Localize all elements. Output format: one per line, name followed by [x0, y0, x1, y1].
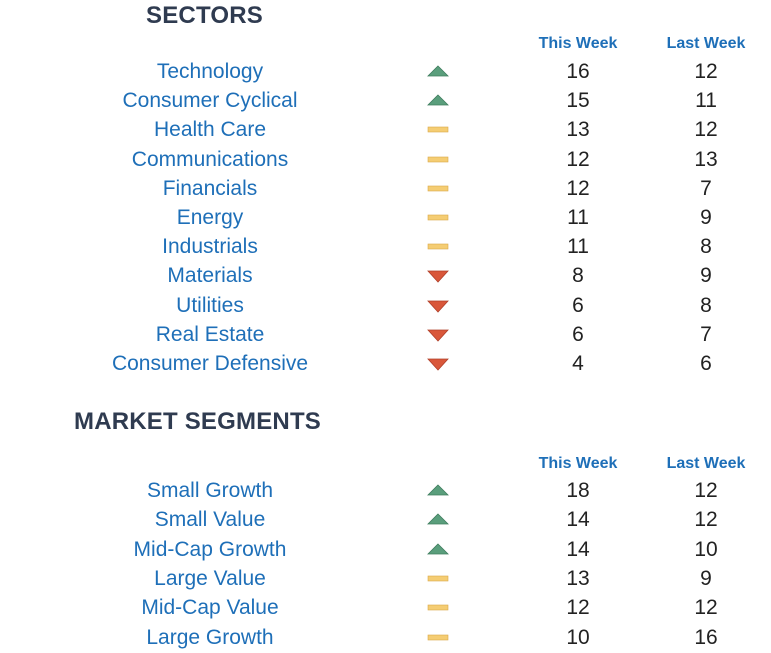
segments-this-week-header: This Week — [538, 455, 618, 472]
trend-up-icon — [427, 543, 449, 554]
trend-flat-icon — [427, 243, 449, 250]
table-row: Small Growth 18 12 — [0, 476, 771, 505]
last-week-value: 6 — [700, 352, 712, 375]
this-week-value: 18 — [566, 479, 590, 502]
row-name: Health Care — [153, 118, 267, 142]
trend-flat-icon — [427, 156, 449, 162]
this-week-value: 6 — [572, 322, 584, 346]
last-week-value: 7 — [700, 176, 712, 200]
trend-down-icon — [427, 270, 449, 283]
this-week-value: 13 — [566, 118, 590, 142]
row-name: Large Growth — [146, 625, 274, 649]
this-week-value: 16 — [566, 60, 590, 83]
row-name: Energy — [176, 206, 244, 229]
last-week-value: 9 — [700, 566, 712, 590]
last-week-value: 7 — [700, 322, 712, 346]
table-row: Industrials 11 8 — [0, 232, 771, 261]
table-row: Utilities 6 8 — [0, 291, 771, 320]
sectors-title: SECTORS — [146, 2, 263, 29]
sectors-this-week-header: This Week — [538, 35, 618, 52]
last-week-value: 12 — [694, 60, 718, 83]
table-row: Mid-Cap Growth 14 10 — [0, 535, 771, 564]
trend-flat-icon — [427, 185, 449, 192]
row-name: Financials — [162, 176, 258, 200]
table-row: Mid-Cap Value 12 12 — [0, 593, 771, 622]
last-week-value: 11 — [695, 89, 717, 113]
row-name: Communications — [131, 147, 289, 171]
trend-down-icon — [427, 358, 449, 371]
trend-flat-icon — [427, 604, 449, 611]
table-row: Real Estate 6 7 — [0, 320, 771, 349]
trend-flat-icon — [427, 634, 449, 640]
this-week-value: 14 — [566, 537, 590, 561]
trend-up-icon — [427, 513, 449, 525]
this-week-value: 11 — [567, 206, 589, 229]
last-week-value: 12 — [694, 508, 718, 532]
row-name: Small Growth — [146, 479, 274, 502]
last-week-value: 8 — [700, 293, 712, 317]
row-name: Consumer Cyclical — [122, 89, 298, 113]
this-week-value: 12 — [566, 147, 590, 171]
this-week-value: 12 — [566, 176, 590, 200]
this-week-value: 12 — [566, 596, 590, 620]
table-row: Materials 8 9 — [0, 261, 771, 290]
trend-down-icon — [427, 329, 449, 342]
table-row: Technology 16 12 — [0, 57, 771, 86]
table-row: Energy 11 9 — [0, 203, 771, 232]
trend-flat-icon — [427, 214, 449, 221]
table-row: Health Care 13 12 — [0, 115, 771, 144]
last-week-value: 13 — [694, 147, 718, 171]
this-week-value: 14 — [566, 508, 590, 532]
row-name: Utilities — [176, 293, 244, 317]
row-name: Technology — [156, 60, 264, 83]
row-name: Mid-Cap Growth — [133, 537, 287, 561]
last-week-value: 12 — [694, 596, 718, 620]
last-week-value: 8 — [700, 235, 712, 259]
row-name: Mid-Cap Value — [141, 596, 279, 620]
table-row: Large Value 13 9 — [0, 564, 771, 593]
table-row: Large Growth 10 16 — [0, 623, 771, 652]
trend-up-icon — [427, 484, 449, 496]
this-week-value: 4 — [572, 352, 584, 375]
last-week-value: 12 — [694, 118, 718, 142]
last-week-value: 12 — [694, 479, 718, 502]
trend-up-icon — [427, 94, 449, 106]
last-week-value: 16 — [694, 625, 718, 649]
row-name: Small Value — [154, 508, 266, 532]
trend-flat-icon — [427, 127, 449, 133]
row-name: Real Estate — [155, 322, 265, 346]
table-row: Communications 12 13 — [0, 145, 771, 174]
table-row: Financials 12 7 — [0, 174, 771, 203]
trend-up-icon — [427, 65, 449, 77]
this-week-value: 10 — [566, 625, 590, 649]
this-week-value: 8 — [572, 264, 584, 288]
segments-last-week-header: Last Week — [666, 455, 746, 472]
last-week-value: 9 — [700, 206, 712, 229]
segments-title: MARKET SEGMENTS — [74, 408, 322, 435]
last-week-value: 10 — [694, 537, 718, 561]
this-week-value: 15 — [566, 89, 590, 113]
trend-flat-icon — [427, 575, 449, 582]
table-row: Consumer Defensive 4 6 — [0, 349, 771, 378]
row-name: Consumer Defensive — [111, 352, 309, 375]
trend-down-icon — [427, 300, 449, 313]
this-week-value: 11 — [567, 235, 589, 259]
table-row: Small Value 14 12 — [0, 505, 771, 534]
last-week-value: 9 — [700, 264, 712, 288]
sectors-last-week-header: Last Week — [666, 35, 746, 52]
this-week-value: 6 — [572, 293, 584, 317]
row-name: Materials — [167, 264, 253, 288]
row-name: Industrials — [162, 235, 258, 259]
this-week-value: 13 — [566, 566, 590, 590]
table-row: Consumer Cyclical 15 11 — [0, 86, 771, 115]
row-name: Large Value — [154, 566, 266, 590]
